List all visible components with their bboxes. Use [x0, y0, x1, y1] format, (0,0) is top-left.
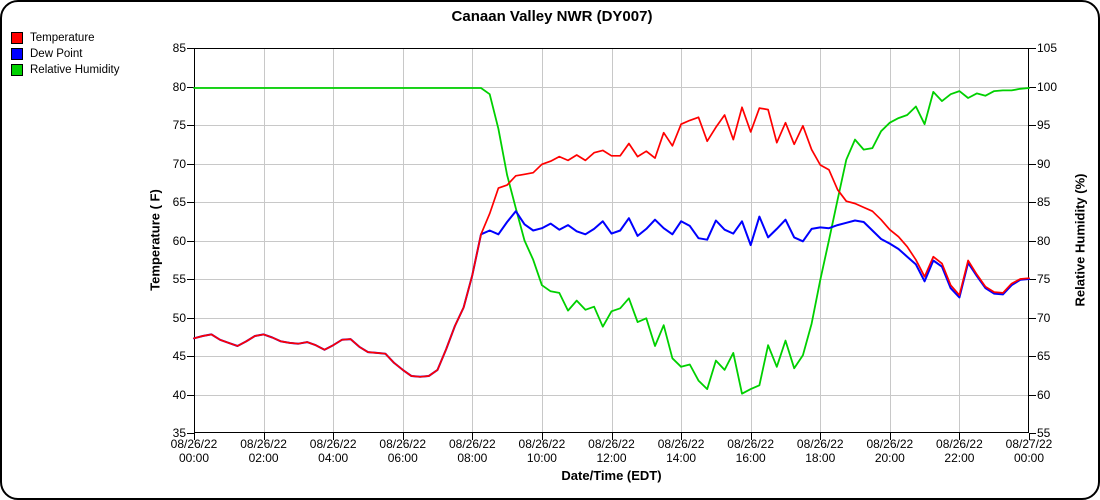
legend-item: Relative Humidity: [11, 62, 119, 78]
y-tick-label-right: 65: [1037, 349, 1051, 363]
y-tick-label-right: 60: [1037, 387, 1051, 402]
x-tick-label: 08/26/22 12:00: [588, 437, 635, 465]
y-tick-label-left: 50: [172, 310, 186, 325]
x-axis-label: Date/Time (EDT): [561, 468, 662, 483]
y-tick-label-left: 45: [172, 349, 186, 363]
x-tick-label: 08/27/22 00:00: [1005, 437, 1053, 465]
legend-label: Temperature: [30, 32, 95, 44]
legend-item: Dew Point: [11, 46, 119, 62]
y-axis-label-right: Relative Humidity (%): [1072, 173, 1088, 307]
y-tick-label-left: 40: [172, 387, 186, 402]
x-tick-label: 08/26/22 20:00: [866, 437, 914, 465]
legend-label: Dew Point: [30, 48, 83, 60]
y-tick-label-left: 65: [172, 195, 186, 209]
y-tick-label-right: 105: [1037, 41, 1058, 55]
legend-swatch-icon: [11, 64, 23, 76]
y-tick-label-left: 55: [172, 272, 186, 286]
x-tick-label: 08/26/22 22:00: [936, 437, 983, 465]
chart-title: Canaan Valley NWR (DY007): [451, 8, 653, 25]
dew-point-line: [193, 210, 1030, 378]
legend-swatch-icon: [11, 32, 23, 44]
x-tick-label: 08/26/22 10:00: [518, 437, 566, 465]
x-tick-label: 08/26/22 06:00: [379, 437, 427, 465]
x-tick-label: 08/26/22 02:00: [240, 437, 287, 465]
y-tick-label-right: 95: [1037, 118, 1051, 132]
y-tick-label-right: 85: [1037, 195, 1051, 209]
y-tick-label-left: 35: [172, 426, 186, 440]
x-tick-label: 08/26/22 04:00: [309, 437, 357, 465]
y-tick-label-left: 80: [172, 79, 186, 94]
legend-swatch-icon: [11, 48, 23, 60]
y-tick-label-right: 75: [1037, 272, 1051, 286]
y-tick-label-right: 80: [1037, 233, 1051, 248]
legend-label: Relative Humidity: [30, 64, 120, 76]
y-tick-label-right: 100: [1037, 79, 1058, 94]
y-tick-label-left: 70: [172, 156, 186, 171]
y-tick-label-left: 60: [172, 233, 186, 248]
legend-item: Temperature: [11, 30, 119, 46]
plot-area: [187, 48, 1036, 440]
x-tick-label: 08/26/22 16:00: [727, 437, 775, 465]
temperature-line: [193, 106, 1030, 378]
legend: Temperature Dew Point Relative Humidity: [11, 30, 119, 78]
plot-canvas: [187, 48, 1036, 440]
relative-humidity-line: [193, 87, 1030, 395]
x-tick-label: 08/26/22 00:00: [170, 437, 218, 465]
x-tick-label: 08/26/22 14:00: [657, 437, 705, 465]
x-tick-label: 08/26/22 18:00: [796, 437, 844, 465]
y-tick-label-right: 70: [1037, 310, 1051, 325]
y-tick-label-right: 90: [1037, 156, 1051, 171]
x-tick-label: 08/26/22 08:00: [448, 437, 496, 465]
y-tick-label-left: 75: [172, 118, 186, 132]
y-tick-label-left: 85: [172, 41, 186, 55]
y-tick-label-right: 55: [1037, 426, 1051, 440]
